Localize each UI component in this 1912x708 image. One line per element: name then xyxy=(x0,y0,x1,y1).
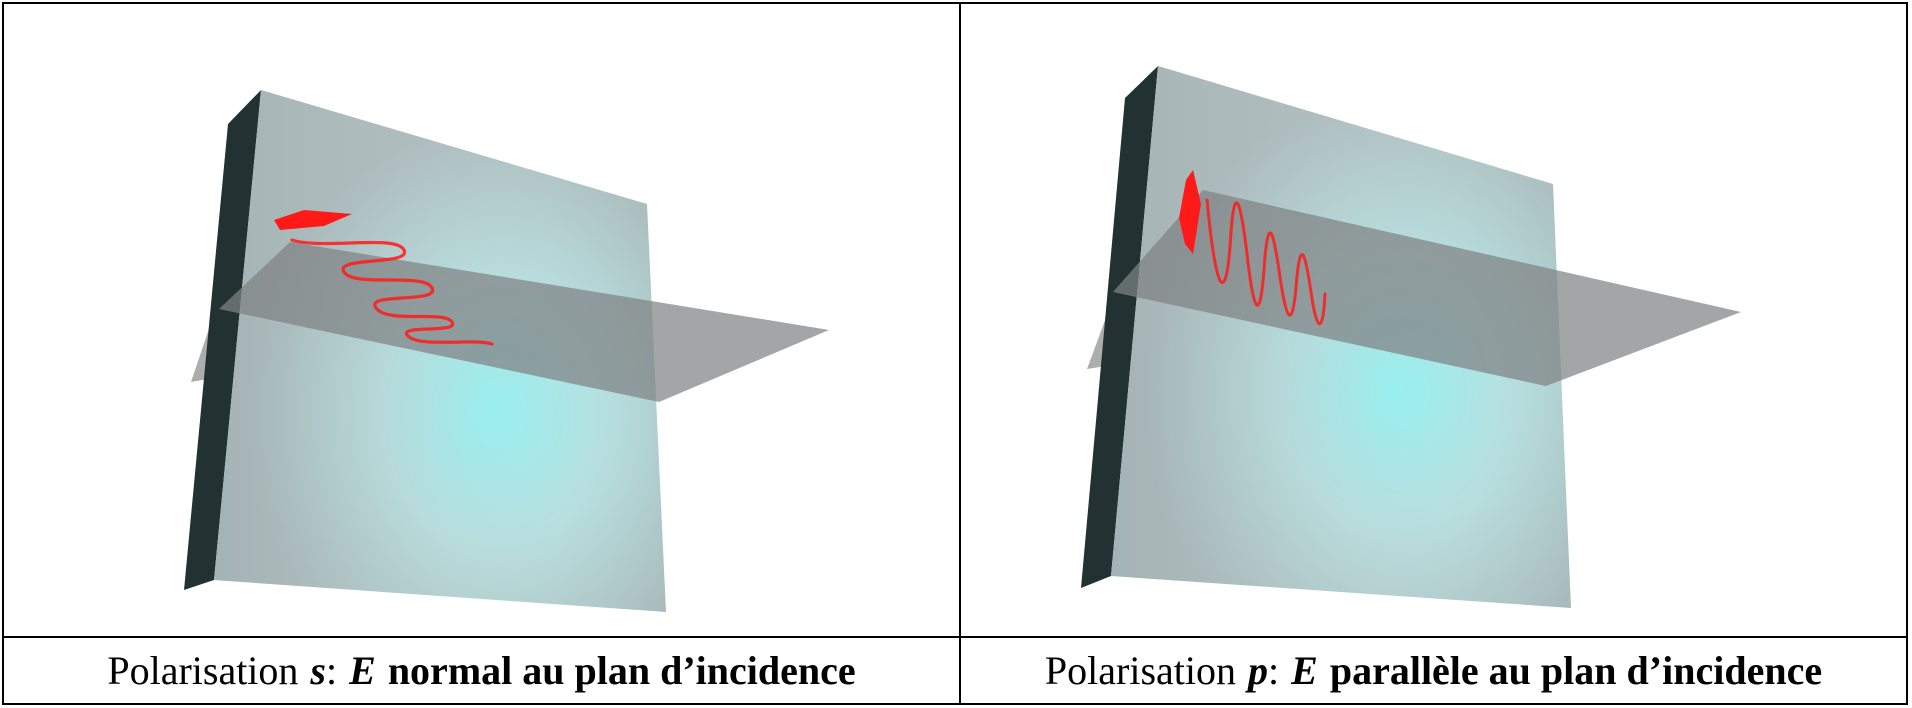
caption-prefix: Polarisation xyxy=(107,648,299,693)
wave-trace xyxy=(290,238,494,346)
s-polarisation-caption: Polarisation s : E normal au plan d’inci… xyxy=(4,636,961,703)
p-polarisation-diagram xyxy=(1081,66,1741,608)
slab-edge xyxy=(1081,66,1158,588)
incidence-plane xyxy=(219,242,829,402)
polarisation-letter: s xyxy=(310,648,326,693)
caption-description: parallèle au plan d’incidence xyxy=(1329,648,1823,693)
field-vector-E xyxy=(1179,170,1201,254)
s-polarisation-illustration xyxy=(4,4,961,636)
wave-trace xyxy=(1205,198,1327,326)
s-polarisation-diagram xyxy=(184,90,829,612)
incidence-plane xyxy=(1113,190,1741,386)
polarisation-letter: p xyxy=(1248,648,1269,693)
field-vector-E xyxy=(274,210,352,230)
p-polarisation-caption: Polarisation p : E parallèle au plan d’i… xyxy=(961,636,1906,703)
p-polarisation-illustration xyxy=(961,4,1906,636)
field-symbol: E xyxy=(349,648,376,693)
caption-prefix: Polarisation xyxy=(1044,648,1237,693)
caption-colon: : xyxy=(326,648,338,693)
field-symbol: E xyxy=(1291,648,1318,693)
caption-description: normal au plan d’incidence xyxy=(387,648,856,693)
caption-colon: : xyxy=(1268,648,1280,693)
slab-edge xyxy=(184,90,261,590)
